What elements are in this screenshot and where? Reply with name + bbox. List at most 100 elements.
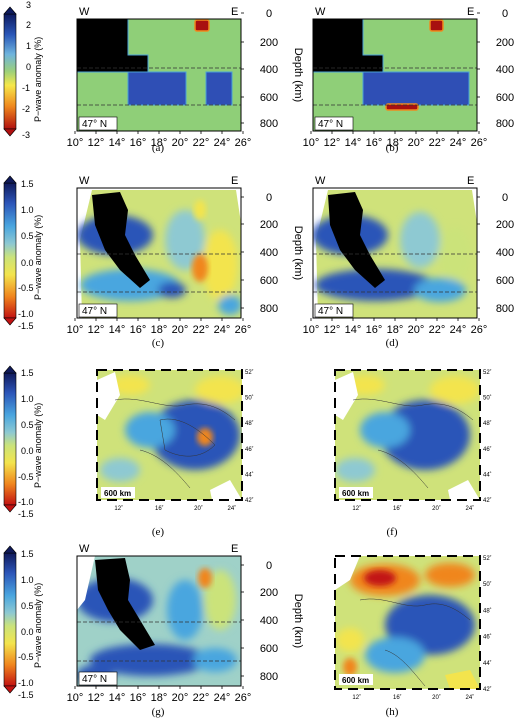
lon-tick-label: 12˚ bbox=[352, 505, 361, 512]
lon-tick-label: 20° bbox=[172, 137, 189, 149]
west-label: W bbox=[315, 6, 326, 18]
depth-tick-label: 800 bbox=[496, 118, 514, 130]
lat-tick-label: 52˚ bbox=[245, 369, 254, 376]
latitude-badge bbox=[78, 671, 118, 686]
lon-tick-label: 16° bbox=[130, 137, 147, 149]
lon-tick-label: 12° bbox=[324, 324, 341, 336]
lon-tick-label: 14° bbox=[345, 324, 362, 336]
depth-tick-label: 200 bbox=[260, 587, 278, 599]
latitude-label: 47° N bbox=[82, 306, 107, 317]
cb-tick: -1.5 bbox=[18, 509, 34, 519]
lon-tick-label: 24° bbox=[214, 137, 231, 149]
colorbar-a: 3 2 1 0 -1 -2 -3 P−wave anomaly (%) bbox=[3, 0, 43, 140]
lon-tick-label: 18° bbox=[387, 137, 404, 149]
depth-tick-label: 800 bbox=[496, 303, 514, 315]
latitude-badge bbox=[314, 303, 354, 318]
depth-axis-label: Depth (km) bbox=[292, 48, 304, 102]
cb-tick: 2 bbox=[26, 20, 31, 30]
latitude-badge bbox=[78, 116, 118, 131]
lon-tick-label: 20° bbox=[172, 324, 189, 336]
depth-axis-label: Depth (km) bbox=[292, 226, 304, 280]
east-label: E bbox=[231, 543, 238, 555]
depth-tick-label: 400 bbox=[260, 64, 278, 76]
panel-a bbox=[76, 18, 242, 132]
panel-caption: (h) bbox=[386, 706, 399, 718]
lat-tick-label: 50˚ bbox=[483, 395, 492, 402]
lat-tick-label: 50˚ bbox=[245, 395, 254, 402]
panel-caption: (e) bbox=[152, 526, 165, 538]
lon-tick-label: 20° bbox=[408, 137, 425, 149]
cb-tick: 0.5 bbox=[21, 231, 34, 241]
lat-tick-label: 44˚ bbox=[483, 471, 492, 478]
depth-tick-label: 800 bbox=[260, 303, 278, 315]
depth-tick-label: 0 bbox=[266, 8, 272, 20]
lat-tick-label: 42˚ bbox=[483, 686, 492, 693]
depth-tick-label: 200 bbox=[260, 37, 278, 49]
depth-badge: 600 km bbox=[104, 489, 131, 498]
cb-tick: -0.5 bbox=[18, 283, 34, 293]
colorbar-label: P−wave anomaly (%) bbox=[33, 583, 43, 668]
cb-tick: -1.0 bbox=[18, 309, 34, 319]
east-label: E bbox=[467, 6, 474, 18]
cb-tick: 1.5 bbox=[21, 368, 34, 378]
cb-tick: -3 bbox=[22, 130, 30, 140]
east-label: E bbox=[231, 6, 238, 18]
colorbar-label: P−wave anomaly (%) bbox=[33, 37, 43, 122]
panel-caption: (g) bbox=[152, 706, 165, 718]
lon-tick-label: 16° bbox=[130, 692, 147, 704]
lon-tick-label: 10° bbox=[67, 692, 84, 704]
lat-tick-label: 48˚ bbox=[245, 420, 254, 427]
lon-tick-label: 24° bbox=[214, 692, 231, 704]
depth-tick-label: 800 bbox=[260, 671, 278, 683]
depth-tick-label: 600 bbox=[260, 643, 278, 655]
lat-tick-label: 52˚ bbox=[483, 555, 492, 562]
lon-tick-label: 16° bbox=[366, 324, 383, 336]
lon-tick-label: 26° bbox=[235, 324, 252, 336]
lon-tick-label: 22° bbox=[429, 324, 446, 336]
panel-caption: (a) bbox=[152, 142, 165, 154]
west-label: W bbox=[79, 543, 90, 555]
lon-tick-label: 22° bbox=[193, 137, 210, 149]
colorbar-e: 1.5 1.0 0.5 0.0 -0.5 -1.0 -1.5 P−wave an… bbox=[3, 365, 43, 519]
cb-tick: 0.0 bbox=[21, 627, 34, 637]
west-label: W bbox=[79, 6, 90, 18]
lon-tick-label: 12° bbox=[88, 324, 105, 336]
panel-caption: (c) bbox=[152, 337, 165, 349]
depth-tick-label: 600 bbox=[260, 92, 278, 104]
cb-tick: -1.0 bbox=[18, 678, 34, 688]
lon-tick-label: 10° bbox=[303, 137, 320, 149]
cb-tick: 0.5 bbox=[21, 601, 34, 611]
west-label: W bbox=[79, 175, 90, 187]
east-label: E bbox=[467, 175, 474, 187]
lon-tick-label: 24° bbox=[450, 137, 467, 149]
lon-tick-label: 16° bbox=[366, 137, 383, 149]
cb-tick: 3 bbox=[26, 0, 31, 10]
lon-tick-label: 24° bbox=[214, 324, 231, 336]
panel-caption: (b) bbox=[386, 142, 399, 154]
lon-tick-label: 12° bbox=[88, 137, 105, 149]
depth-tick-label: 0 bbox=[266, 192, 272, 204]
panel-d bbox=[313, 190, 477, 318]
colorbar-label: P−wave anomaly (%) bbox=[33, 215, 43, 300]
lat-tick-label: 46˚ bbox=[483, 634, 492, 641]
lon-tick-label: 14° bbox=[109, 692, 126, 704]
lon-tick-label: 14° bbox=[109, 324, 126, 336]
lat-tick-label: 44˚ bbox=[483, 660, 492, 667]
lon-tick-label: 12˚ bbox=[114, 505, 123, 512]
lat-tick-label: 42˚ bbox=[245, 497, 254, 504]
latitude-label: 47° N bbox=[82, 674, 107, 685]
lon-tick-label: 20° bbox=[172, 692, 189, 704]
depth-tick-label: 600 bbox=[260, 275, 278, 287]
panel-b bbox=[312, 18, 478, 132]
panel-e: 600 km bbox=[96, 369, 243, 501]
latitude-label: 47° N bbox=[318, 306, 343, 317]
cb-tick: 1.0 bbox=[21, 575, 34, 585]
lon-tick-label: 26° bbox=[235, 137, 252, 149]
lon-tick-label: 12° bbox=[88, 692, 105, 704]
lon-tick-label: 20˚ bbox=[194, 505, 203, 512]
lon-tick-label: 14° bbox=[109, 137, 126, 149]
lon-tick-label: 26° bbox=[471, 324, 488, 336]
depth-badge: 600 km bbox=[342, 489, 369, 498]
lon-tick-label: 14° bbox=[345, 137, 362, 149]
lat-tick-label: 48˚ bbox=[483, 420, 492, 427]
